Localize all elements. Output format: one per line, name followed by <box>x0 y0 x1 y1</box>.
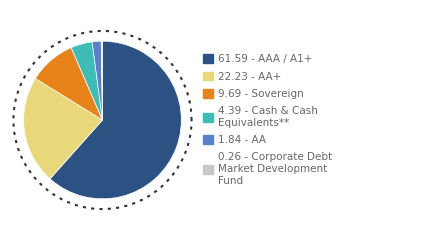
Wedge shape <box>35 48 102 120</box>
Legend: 61.59 - AAA / A1+, 22.23 - AA+, 9.69 - Sovereign, 4.39 - Cash & Cash
Equivalents: 61.59 - AAA / A1+, 22.23 - AA+, 9.69 - S… <box>199 50 335 190</box>
Wedge shape <box>50 41 181 199</box>
Wedge shape <box>92 41 102 120</box>
Wedge shape <box>23 78 102 179</box>
Wedge shape <box>101 41 102 120</box>
Wedge shape <box>71 42 102 120</box>
